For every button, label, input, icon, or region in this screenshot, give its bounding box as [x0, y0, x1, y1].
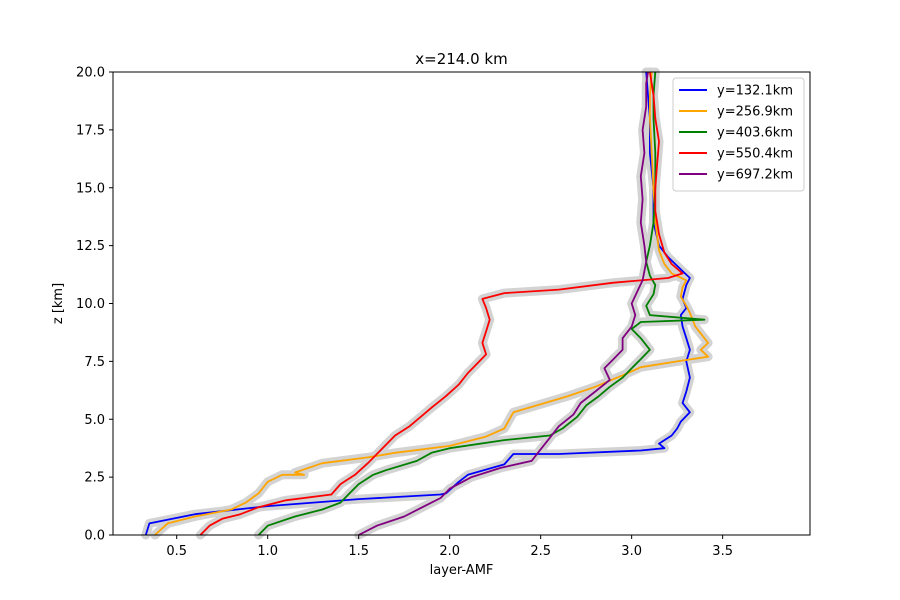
y-tick-label: 20.0 [76, 66, 105, 81]
legend-label-y-256-9km: y=256.9km [717, 105, 793, 120]
series-line-y-550-4km [199, 71, 684, 536]
y-tick-label: 12.5 [76, 239, 105, 254]
x-tick-label: 3.5 [712, 544, 733, 559]
x-tick-label: 1.0 [257, 544, 278, 559]
y-tick-label: 10.0 [76, 297, 105, 312]
legend: y=132.1km y=256.9km y=403.6km y=550.4km y=69… [672, 77, 805, 192]
x-tick-label: 3.0 [621, 544, 642, 559]
series-line-y-256-9km [154, 71, 709, 536]
series-lines [144, 71, 709, 536]
x-tick-label: 2.5 [530, 544, 551, 559]
y-tick-label: 0.0 [84, 529, 105, 544]
series-line-y-697-2km [358, 71, 649, 536]
y-tick-label: 17.5 [76, 123, 105, 138]
x-axis-label: layer-AMF [430, 563, 494, 578]
y-tick-label: 15.0 [76, 181, 105, 196]
series-line-y-403-6km [257, 71, 706, 536]
y-tick-label: 7.5 [84, 355, 105, 370]
chart-title: x=214.0 km [415, 50, 507, 68]
x-tick-label: 2.0 [439, 544, 460, 559]
y-tick-label: 5.0 [84, 413, 105, 428]
legend-label-y-550-4km: y=550.4km [717, 147, 793, 162]
y-axis-ticks: 0.0 2.5 5.0 7.5 10.0 12.5 15.0 17.5 20.0 [76, 66, 113, 544]
legend-label-y-697-2km: y=697.2km [717, 168, 793, 183]
legend-box [672, 77, 805, 192]
x-axis-ticks: 0.5 1.0 1.5 2.0 2.5 3.0 3.5 [166, 535, 733, 559]
legend-label-y-132-1km: y=132.1km [717, 84, 793, 99]
y-axis-label: z [km] [51, 283, 66, 324]
legend-label-y-403-6km: y=403.6km [717, 126, 793, 141]
x-tick-label: 1.5 [348, 544, 369, 559]
y-tick-label: 2.5 [84, 471, 105, 486]
x-tick-label: 0.5 [166, 544, 187, 559]
